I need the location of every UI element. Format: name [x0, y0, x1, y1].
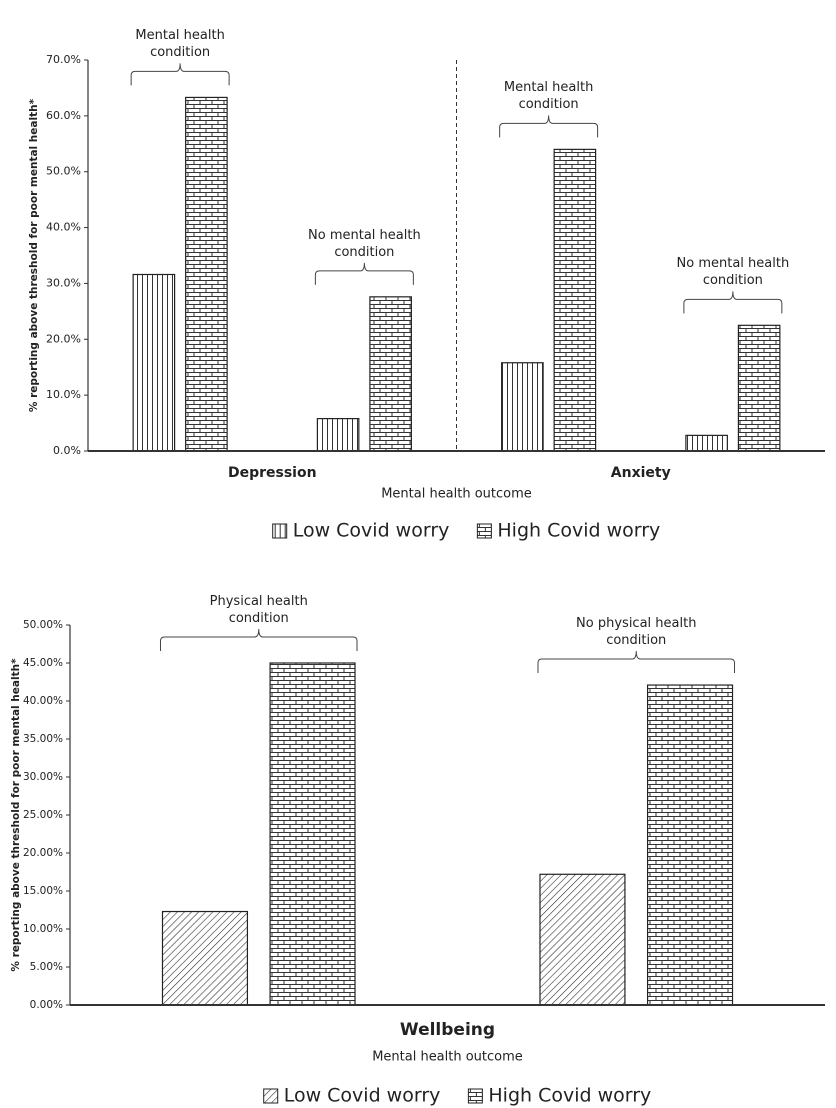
annotation: No mental health condition	[676, 256, 790, 289]
y-tick-label: 20.0%	[46, 332, 81, 345]
bar	[685, 434, 728, 452]
y-tick-label: 0.00%	[30, 999, 63, 1011]
bar	[161, 910, 249, 1006]
annotation-box: No physical health condition	[576, 616, 697, 649]
bar	[646, 684, 734, 1006]
bar	[539, 873, 626, 1006]
y-tick-label: 40.0%	[46, 221, 81, 234]
y-axis-label: % reporting above threshold for poor men…	[10, 658, 22, 972]
annotation-box: Physical health condition	[209, 594, 308, 626]
y-tick-label: 30.00%	[23, 771, 63, 783]
legend-item: High Covid worry	[476, 520, 660, 542]
x-axis-label: Mental health outcome	[372, 1050, 523, 1065]
bracket	[499, 115, 599, 138]
legend-item: Low Covid worry	[272, 520, 450, 542]
y-tick-label: 20.00%	[23, 847, 63, 859]
y-tick-label: 15.00%	[23, 885, 63, 897]
annotation-box: Mental health condition	[503, 80, 594, 113]
bar	[501, 362, 544, 452]
y-tick-label: 5.00%	[30, 961, 63, 973]
y-tick-label: 25.00%	[23, 809, 63, 821]
legend-item: Low Covid worry	[263, 1085, 441, 1107]
group-label: Depression	[228, 465, 317, 481]
bar	[553, 148, 597, 452]
annotation-box: No mental health condition	[308, 227, 421, 260]
legend-label: High Covid worry	[497, 520, 660, 542]
y-tick-label: 0.0%	[53, 444, 81, 457]
legend-item: High Covid worry	[467, 1085, 651, 1107]
legend-swatch	[272, 523, 288, 539]
legend-swatch	[467, 1088, 483, 1104]
bar	[316, 418, 360, 452]
annotation-box: Mental health condition	[135, 28, 225, 61]
y-tick-label: 60.0%	[46, 109, 81, 122]
legend-swatch	[263, 1088, 279, 1104]
annotation: Mental health condition	[135, 28, 225, 61]
bar	[269, 662, 356, 1006]
x-axis-label: Mental health outcome	[381, 487, 532, 502]
y-tick-label: 45.00%	[23, 657, 63, 669]
group-label: Wellbeing	[400, 1020, 495, 1040]
legend-label: High Covid worry	[488, 1085, 651, 1107]
legend-swatch	[476, 523, 492, 539]
group-label: Anxiety	[611, 465, 671, 481]
bracket	[130, 63, 230, 86]
y-tick-label: 35.00%	[23, 733, 63, 745]
y-tick-label: 40.00%	[23, 695, 63, 707]
bar	[185, 96, 228, 452]
bracket	[159, 628, 358, 651]
y-tick-label: 10.0%	[46, 388, 81, 401]
bar	[132, 273, 176, 452]
y-tick-label: 70.0%	[46, 53, 81, 66]
legend-label: Low Covid worry	[284, 1085, 441, 1107]
annotation: Physical health condition	[209, 594, 308, 626]
bracket	[683, 291, 783, 314]
y-axis-label: % reporting above threshold for poor men…	[28, 98, 40, 412]
y-tick-label: 50.00%	[23, 619, 63, 631]
annotation: No physical health condition	[576, 616, 697, 649]
bar	[737, 324, 781, 452]
y-tick-label: 30.0%	[46, 276, 81, 289]
y-tick-label: 50.0%	[46, 165, 81, 178]
bracket	[314, 262, 414, 285]
annotation: Mental health condition	[503, 80, 594, 113]
bar	[369, 296, 412, 452]
annotation-box: No mental health condition	[676, 256, 790, 289]
y-tick-label: 10.00%	[23, 923, 63, 935]
bracket	[537, 651, 736, 674]
legend-label: Low Covid worry	[293, 520, 450, 542]
annotation: No mental health condition	[308, 227, 421, 260]
